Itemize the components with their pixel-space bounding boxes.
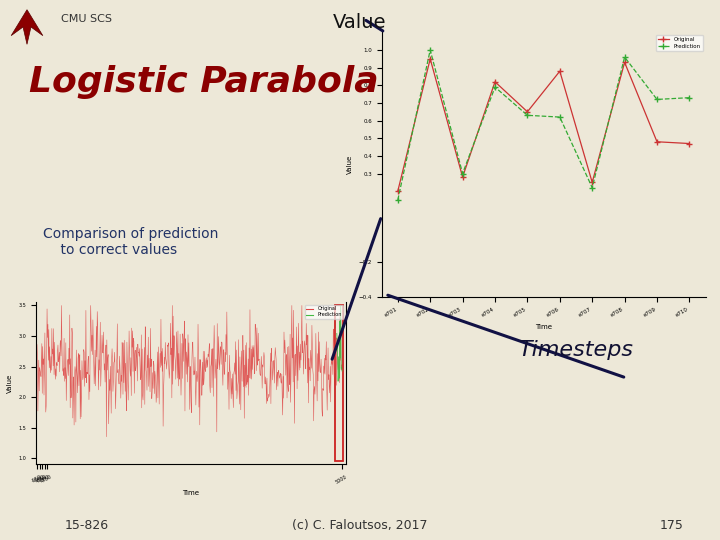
Text: Timesteps: Timesteps (518, 340, 634, 360)
Text: CMU SCS: CMU SCS (61, 14, 112, 24)
Prediction (459, 170, 467, 177)
Text: 15-826: 15-826 (65, 519, 109, 532)
Prediction (556, 114, 564, 120)
X-axis label: Time: Time (535, 323, 552, 329)
Text: Logistic Parabola: Logistic Parabola (29, 65, 379, 99)
Text: 175: 175 (660, 519, 684, 532)
Legend: Original, Prediction: Original, Prediction (656, 35, 703, 51)
Prediction (588, 184, 597, 191)
Original (459, 174, 467, 180)
Line: Original: Original (395, 56, 692, 194)
Legend: Original, Prediction: Original, Prediction (305, 305, 343, 319)
Original (653, 139, 662, 145)
Original (621, 59, 629, 66)
Prediction (491, 84, 500, 90)
Text: Value: Value (333, 14, 387, 32)
Prediction (393, 197, 402, 203)
Text: Comparison of prediction
    to correct values: Comparison of prediction to correct valu… (43, 227, 219, 257)
Prediction (653, 96, 662, 103)
X-axis label: Time: Time (182, 490, 199, 496)
Original (588, 179, 597, 186)
Prediction (621, 54, 629, 60)
Prediction (426, 47, 435, 53)
Original (685, 140, 694, 147)
Original (426, 56, 435, 62)
Prediction (523, 112, 531, 119)
Original (556, 68, 564, 75)
Text: (c) C. Faloutsos, 2017: (c) C. Faloutsos, 2017 (292, 519, 428, 532)
Y-axis label: Value: Value (347, 155, 353, 174)
Original (393, 188, 402, 194)
Prediction (685, 94, 694, 101)
Bar (336, 306, 343, 461)
Polygon shape (12, 10, 43, 44)
Original (491, 78, 500, 85)
Line: Prediction: Prediction (395, 48, 692, 202)
Y-axis label: Value: Value (7, 374, 13, 393)
Original (523, 109, 531, 115)
